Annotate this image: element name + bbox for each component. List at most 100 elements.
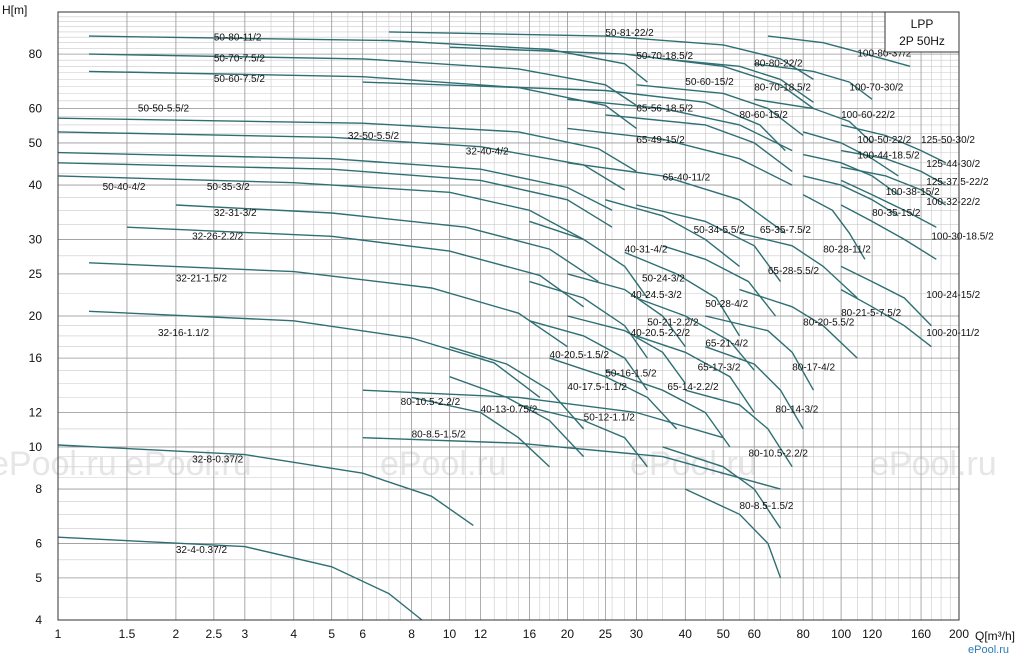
series-line (685, 488, 782, 579)
y-tick-label: 10 (29, 440, 43, 454)
curve-label: 50-35-3/2 (207, 182, 250, 193)
series-line (518, 404, 648, 468)
curve-label: 80-28-11/2 (823, 244, 871, 255)
curve-label: 80-17-4/2 (792, 362, 835, 373)
curve-label: 65-56-18.5/2 (636, 104, 693, 115)
curve-label: 50-16-1.5/2 (605, 369, 657, 380)
x-tick-label: 100 (831, 627, 851, 641)
watermark-layer: ePool.ru ePool.ru ePool.ru ePool.ru ePool.ru (0, 445, 997, 483)
series-line (57, 444, 474, 526)
y-tick-label: 5 (35, 571, 42, 585)
curve-label: 40-20.5-1.5/2 (550, 350, 610, 361)
axes: 1 1.5 2 2.5 3 4 5 6 8 10 12 16 20 25 30 40 50 60 80 100 120 1… (29, 47, 970, 641)
curve-label: 32-50-5.5/2 (348, 131, 400, 142)
curve-label: 50-60-7.5/2 (214, 74, 266, 85)
x-tick-label: 1.5 (119, 627, 136, 641)
series-line (840, 204, 937, 260)
series-line (567, 315, 686, 384)
series-line (605, 199, 740, 267)
curve-label: 100-24-15/2 (926, 290, 980, 301)
x-tick-label: 2 (173, 627, 180, 641)
series-line (662, 446, 782, 529)
curve-label: 40-20.5-2.2/2 (631, 328, 691, 339)
series-line (449, 346, 585, 430)
series-line (567, 98, 793, 152)
y-tick-label: 4 (35, 613, 42, 627)
y-tick-label: 60 (29, 101, 43, 115)
series-line (57, 536, 423, 621)
curve-label: 80-21-5-7.5/2 (841, 308, 901, 319)
series-line (529, 220, 648, 299)
series-line (549, 357, 678, 430)
series-line (840, 265, 932, 327)
y-tick-label: 16 (29, 351, 43, 365)
series-line (362, 389, 724, 439)
series-line (362, 437, 781, 490)
curve-label: 65-21-4/2 (705, 339, 748, 350)
curve-label: 125-37.5-22/2 (926, 177, 989, 188)
x-tick-label: 8 (408, 627, 415, 641)
curve-label: 80-8.5-1.5/2 (412, 430, 466, 441)
series-line (705, 315, 815, 391)
x-tick-label: 30 (630, 627, 644, 641)
curve-label: 80-60-15/2 (739, 110, 788, 121)
curve-label: 80-14-3/2 (776, 404, 819, 415)
curve-label: 80-8.5-1.5/2 (739, 501, 793, 512)
curve-label: 40-31-4/2 (625, 244, 668, 255)
x-tick-label: 1 (55, 627, 62, 641)
curve-label: 32-40-4/2 (466, 147, 509, 158)
grid (57, 11, 960, 621)
series-line (739, 232, 858, 299)
curve-label: 32-26-2.2/2 (192, 231, 244, 242)
x-tick-label: 4 (290, 627, 297, 641)
curve-label: 50-12-1.1/2 (584, 413, 636, 424)
y-axis-label: H[m] (2, 3, 27, 17)
curve-label: 80-70-18.5/2 (754, 82, 811, 93)
curve-label: 65-49-15/2 (636, 135, 685, 146)
x-tick-label: 10 (443, 627, 457, 641)
series-line (840, 124, 947, 164)
curve-label: 40-17.5-1.1/2 (567, 382, 627, 393)
series-line (57, 175, 584, 241)
curve-labels-layer: 50-81-22/2 50-80-11/2 50-70-7.5/2 50-70-18.… (103, 28, 994, 556)
series-line (739, 288, 858, 359)
series-line (705, 346, 804, 430)
series-line (605, 369, 731, 448)
series-line (803, 153, 899, 196)
curve-label: 65-28-5.5/2 (768, 266, 820, 277)
series-line (126, 226, 585, 308)
series-line (529, 320, 648, 391)
curve-label: 50-81-22/2 (605, 28, 654, 39)
y-tick-label: 80 (29, 47, 43, 61)
y-tick-label: 12 (29, 405, 43, 419)
series-line (624, 251, 741, 337)
curve-label: 65-35-7.5/2 (760, 225, 812, 236)
curves-layer (57, 31, 947, 621)
curve-label: 50-80-11/2 (214, 32, 262, 43)
curve-label: 40-24.5-3/2 (631, 290, 683, 301)
x-tick-label: 5 (328, 627, 335, 641)
series-line (802, 194, 866, 260)
x-tick-label: 20 (561, 627, 575, 641)
x-tick-label: 80 (797, 627, 811, 641)
curve-label: 80-10.5-2.2/2 (748, 449, 808, 460)
y-tick-label: 8 (35, 482, 42, 496)
x-tick-label: 25 (599, 627, 613, 641)
series-line (57, 131, 626, 191)
x-tick-label: 3 (241, 627, 248, 641)
x-tick-label: 200 (949, 627, 969, 641)
x-tick-label: 12 (474, 627, 488, 641)
series-line (662, 245, 777, 317)
series-line (567, 127, 793, 186)
curve-label: 50-70-7.5/2 (214, 53, 266, 64)
curve-label: 80-10.5-2.2/2 (401, 397, 461, 408)
curve-label: 100-50-22/2 (857, 135, 911, 146)
series-line (803, 175, 899, 217)
chart-subtitle: 2P 50Hz (899, 34, 945, 48)
series-line (529, 280, 648, 359)
series-line (840, 288, 932, 348)
legend-frame (884, 11, 960, 53)
series-line (567, 162, 786, 234)
curve-label: 50-28-4/2 (705, 299, 748, 310)
plot-frame (57, 11, 960, 621)
